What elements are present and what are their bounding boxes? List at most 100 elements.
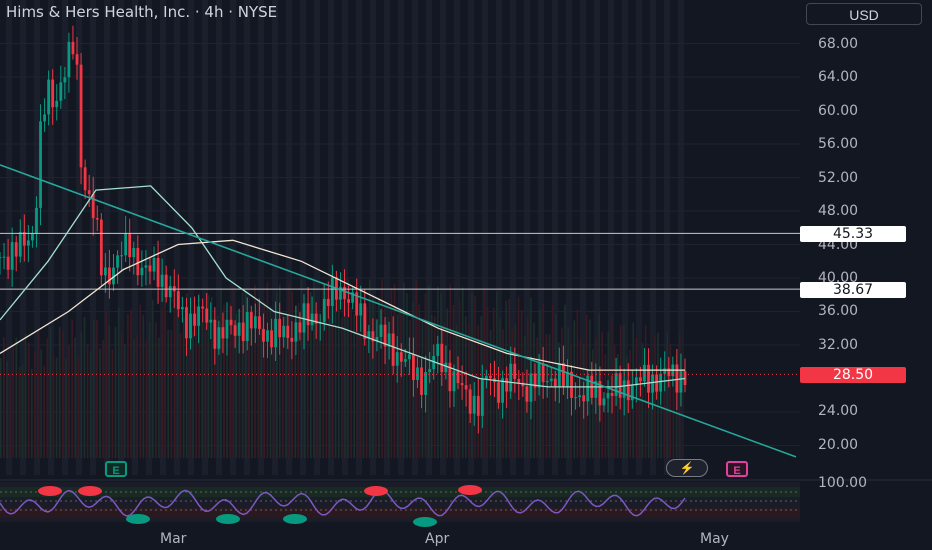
- volume-bar: [89, 350, 92, 458]
- candle-body: [630, 385, 634, 401]
- candle-body: [241, 322, 245, 342]
- background-stripe: [160, 0, 166, 475]
- candle-body: [39, 121, 42, 208]
- candle-body: [525, 386, 529, 402]
- volume-bar: [15, 337, 18, 458]
- volume-bar: [545, 334, 548, 458]
- candle-body: [553, 378, 557, 387]
- candle-body: [403, 359, 407, 362]
- candle-body: [47, 79, 51, 115]
- volume-bar: [678, 333, 681, 458]
- background-stripe: [230, 0, 236, 475]
- earnings-badge[interactable]: E: [726, 461, 748, 477]
- candle-body: [51, 79, 55, 108]
- volume-bar: [155, 322, 157, 458]
- candle-body: [606, 392, 610, 399]
- candle-body: [237, 322, 241, 336]
- candle-body: [193, 313, 196, 326]
- candle-body: [128, 233, 132, 258]
- volume-bar: [269, 306, 272, 458]
- candle-body: [35, 207, 38, 234]
- candle-body: [22, 231, 26, 246]
- candle-body: [209, 319, 213, 323]
- volume-bar: [244, 290, 247, 458]
- candle-body: [144, 265, 148, 268]
- candle-body: [420, 367, 423, 395]
- volume-bar: [381, 279, 383, 458]
- background-stripe: [552, 0, 558, 475]
- candle-body: [310, 313, 314, 326]
- volume-bar: [43, 365, 45, 458]
- volume-bar: [443, 322, 445, 458]
- volume-bar: [18, 366, 21, 458]
- volume-bar: [334, 278, 337, 458]
- volume-bar: [124, 344, 126, 458]
- level-tag-high[interactable]: 45.33: [800, 226, 906, 242]
- candle-body: [456, 371, 460, 384]
- level-tag-low[interactable]: 38.67: [800, 282, 906, 298]
- candle-body: [501, 378, 505, 403]
- volume-bar: [55, 357, 58, 458]
- candle-body: [460, 383, 464, 386]
- volume-bar: [551, 305, 554, 458]
- candle-body: [140, 267, 144, 276]
- volume-bar: [455, 324, 458, 458]
- last-price-tag[interactable]: 28.50: [800, 367, 906, 383]
- candle-body: [395, 352, 399, 366]
- price-tick-label: 68.00: [818, 36, 859, 52]
- candle-body: [484, 375, 488, 380]
- symbol-title[interactable]: Hims & Hers Health, Inc. · 4h · NYSE: [6, 3, 278, 21]
- volume-bar: [86, 344, 89, 458]
- background-stripe: [48, 0, 54, 475]
- candle-body: [407, 354, 411, 360]
- volume-bar: [564, 304, 566, 458]
- volume-bar: [40, 349, 42, 458]
- oscillator-signal-dot: [78, 486, 102, 496]
- volume-bar: [331, 304, 334, 458]
- volume-bar: [217, 315, 219, 458]
- flash-icon[interactable]: ⚡: [666, 459, 708, 477]
- background-stripe: [328, 0, 334, 475]
- volume-bar: [384, 305, 386, 458]
- volume-bar: [279, 284, 281, 458]
- volume-bar: [260, 322, 262, 458]
- background-stripe: [314, 0, 320, 475]
- candle-body: [562, 363, 565, 387]
- candle-body: [586, 375, 590, 402]
- candle-body: [444, 362, 448, 373]
- background-stripe: [566, 0, 572, 475]
- volume-bar: [486, 306, 489, 458]
- candle-body: [330, 277, 334, 307]
- candle-body: [598, 380, 602, 406]
- candle-body: [87, 190, 91, 195]
- candle-body: [367, 331, 371, 339]
- volume-bar: [350, 306, 352, 458]
- volume-bar: [536, 337, 538, 458]
- candle-body: [440, 343, 444, 373]
- oscillator-signal-dot: [458, 485, 482, 495]
- volume-bar: [151, 299, 154, 458]
- volume-bar: [52, 355, 55, 458]
- background-stripe: [538, 0, 544, 475]
- candle-body: [476, 395, 480, 416]
- volume-bar: [198, 292, 200, 458]
- volume-bar: [285, 312, 287, 458]
- volume-bar: [99, 348, 101, 458]
- volume-bar: [604, 354, 607, 458]
- candle-body: [351, 292, 355, 303]
- volume-bar: [288, 283, 290, 458]
- time-label-mar: Mar: [160, 531, 187, 547]
- candle-body: [103, 267, 107, 276]
- volume-bar: [263, 302, 266, 458]
- earnings-badge[interactable]: E: [105, 461, 127, 477]
- volume-bar: [241, 292, 244, 458]
- volume-bar: [65, 358, 67, 458]
- volume-bar: [372, 294, 374, 458]
- volume-bar: [561, 327, 563, 458]
- background-stripe: [398, 0, 404, 475]
- volume-bar: [328, 316, 331, 458]
- volume-bar: [341, 317, 343, 458]
- currency-button[interactable]: USD: [806, 3, 922, 25]
- candle-body: [412, 354, 415, 381]
